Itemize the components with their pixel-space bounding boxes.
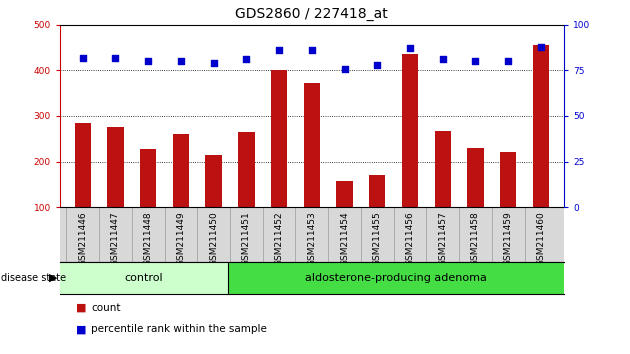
Text: ▶: ▶	[49, 273, 57, 283]
Bar	[74, 123, 91, 207]
Bar	[336, 181, 353, 207]
Point	[209, 60, 219, 66]
Bar	[500, 152, 517, 207]
Bar	[173, 134, 189, 207]
Text: GSM211446: GSM211446	[78, 211, 88, 266]
Text: aldosterone-producing adenoma: aldosterone-producing adenoma	[305, 273, 487, 283]
Bar	[107, 127, 123, 207]
Text: GSM211456: GSM211456	[406, 211, 415, 266]
Point	[274, 47, 284, 53]
Point	[241, 57, 251, 62]
Text: GSM211457: GSM211457	[438, 211, 447, 266]
Text: GSM211455: GSM211455	[373, 211, 382, 266]
Text: percentile rank within the sample: percentile rank within the sample	[91, 324, 267, 334]
Text: GSM211448: GSM211448	[144, 211, 152, 266]
Text: disease state: disease state	[1, 273, 66, 283]
Bar	[435, 131, 451, 207]
Text: GSM211454: GSM211454	[340, 211, 349, 266]
Point	[372, 62, 382, 68]
Bar	[304, 83, 320, 207]
Bar	[238, 132, 255, 207]
Bar	[140, 149, 156, 207]
Text: GSM211460: GSM211460	[536, 211, 546, 266]
Text: GSM211452: GSM211452	[275, 211, 284, 266]
Text: control: control	[125, 273, 163, 283]
Text: ■: ■	[76, 324, 86, 334]
Text: GSM211447: GSM211447	[111, 211, 120, 266]
Text: GSM211451: GSM211451	[242, 211, 251, 266]
Text: GSM211450: GSM211450	[209, 211, 218, 266]
Point	[307, 47, 317, 53]
Point	[176, 58, 186, 64]
Bar	[533, 45, 549, 207]
Point	[536, 44, 546, 50]
Point	[143, 58, 153, 64]
Text: ■: ■	[76, 303, 86, 313]
Bar	[60, 262, 228, 294]
Text: GSM211449: GSM211449	[176, 211, 185, 266]
Text: GSM211459: GSM211459	[504, 211, 513, 266]
Point	[438, 57, 448, 62]
Text: GSM211453: GSM211453	[307, 211, 316, 266]
Point	[77, 55, 88, 61]
Text: count: count	[91, 303, 121, 313]
Text: GSM211458: GSM211458	[471, 211, 480, 266]
Point	[503, 58, 513, 64]
Bar	[369, 175, 386, 207]
Bar	[402, 55, 418, 207]
Point	[405, 46, 415, 51]
Point	[471, 58, 481, 64]
Bar	[467, 148, 484, 207]
Title: GDS2860 / 227418_at: GDS2860 / 227418_at	[236, 7, 388, 21]
Bar	[205, 155, 222, 207]
Point	[340, 66, 350, 72]
Bar	[271, 70, 287, 207]
Point	[110, 55, 120, 61]
